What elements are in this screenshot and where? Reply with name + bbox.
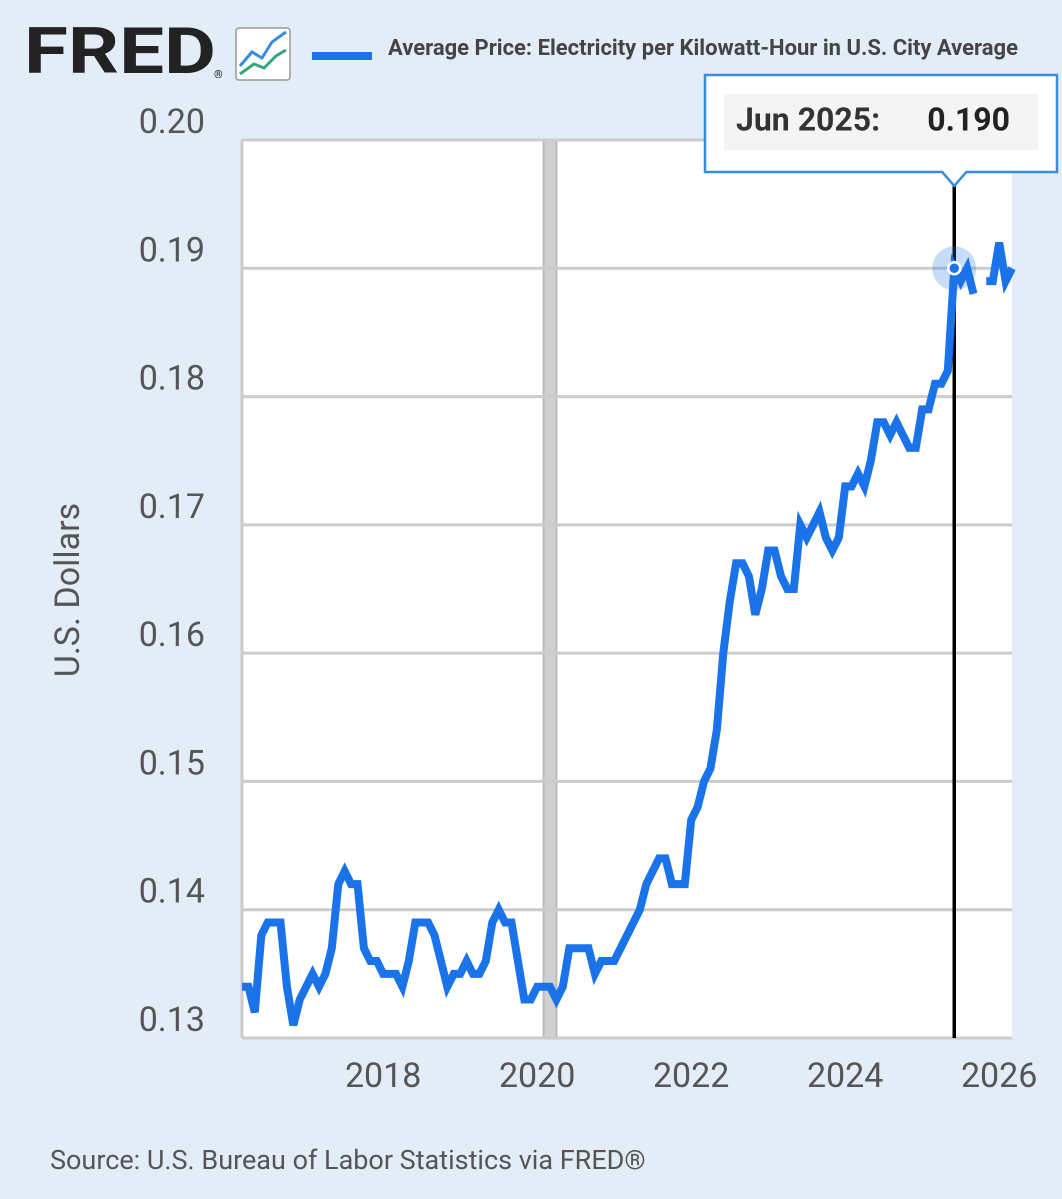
x-tick-label: 2022 [653,1056,729,1096]
source: Source: U.S. Bureau of Labor Statistics … [50,1144,646,1176]
recession-band [542,139,558,1039]
tooltip: Jun 2025: 0.190 [703,73,1059,188]
plot-area [242,140,1012,1038]
x-tick-label: 2026 [961,1056,1037,1096]
logo-mark: ® [214,68,223,81]
x-tick-label: 2020 [499,1056,575,1096]
hover-point [947,261,962,276]
line-series [242,241,1016,1027]
y-tick-label: 0.19 [139,230,205,270]
x-tick-label: 2024 [807,1056,883,1096]
tooltip-value: 0.190 [927,100,1010,138]
y-tick-label: 0.15 [139,743,205,783]
y-tick-label: 0.17 [139,487,205,527]
y-tick-label: 0.14 [139,872,205,912]
tooltip-date: Jun 2025: [736,100,880,138]
logo: FRED [24,14,216,89]
y-tick-label: 0.18 [139,359,205,399]
y-axis-label: U.S. Dollars [48,503,88,677]
tooltip-inner [724,94,1038,150]
y-tick-label: 0.16 [139,615,205,655]
y-tick-label: 0.13 [139,1000,205,1040]
logo-icon [235,27,291,81]
y-tick-label: 0.20 [139,102,205,142]
x-tick-label: 2018 [345,1056,421,1096]
legend-label: Average Price: Electricity per Kilowatt-… [388,36,1018,61]
